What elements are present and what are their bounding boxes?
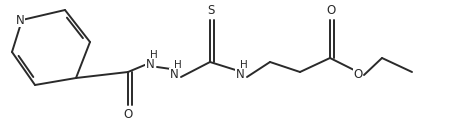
Text: N: N — [16, 13, 24, 27]
Text: H: H — [240, 60, 248, 70]
Text: N: N — [170, 69, 178, 81]
Text: S: S — [207, 4, 215, 16]
Text: H: H — [174, 60, 182, 70]
Text: N: N — [236, 69, 244, 81]
Text: H: H — [150, 50, 158, 60]
Text: N: N — [146, 58, 154, 72]
Text: O: O — [326, 4, 335, 16]
Text: O: O — [123, 109, 133, 121]
Text: O: O — [353, 69, 363, 81]
